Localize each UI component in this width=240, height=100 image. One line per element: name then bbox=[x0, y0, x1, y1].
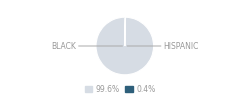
Text: BLACK: BLACK bbox=[51, 42, 122, 50]
Wedge shape bbox=[96, 17, 154, 75]
Legend: 99.6%, 0.4%: 99.6%, 0.4% bbox=[82, 81, 158, 97]
Text: HISPANIC: HISPANIC bbox=[127, 42, 199, 50]
Wedge shape bbox=[125, 17, 126, 46]
